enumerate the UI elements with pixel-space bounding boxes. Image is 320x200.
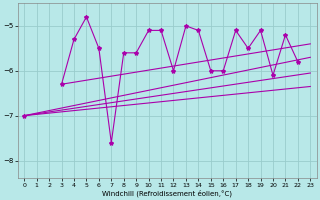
X-axis label: Windchill (Refroidissement éolien,°C): Windchill (Refroidissement éolien,°C) [102,189,232,197]
